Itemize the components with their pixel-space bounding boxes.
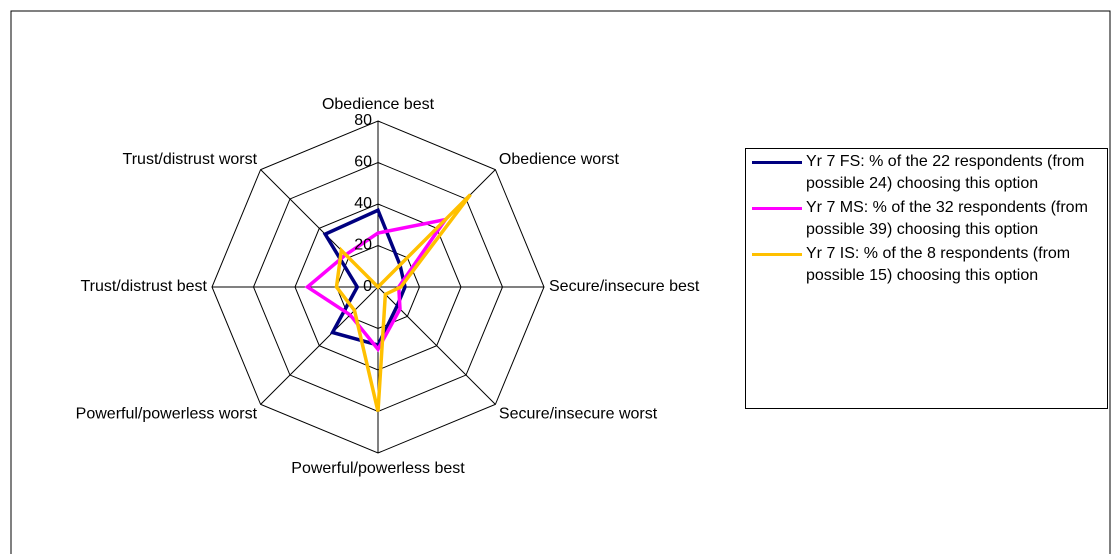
- frame: [10, 10, 1111, 554]
- axis-label: Trust/distrust worst: [123, 151, 258, 168]
- r-tick-label: 20: [354, 237, 372, 254]
- axis-label: Trust/distrust best: [80, 278, 207, 295]
- axis-label: Powerful/powerless worst: [76, 405, 258, 422]
- legend-text: Yr 7 FS: % of the 22 respondents (from p…: [806, 153, 1085, 192]
- legend: Yr 7 FS: % of the 22 respondents (from p…: [745, 148, 1108, 409]
- legend-swatch: [752, 253, 802, 256]
- series-line: [304, 216, 450, 353]
- legend-swatch: [752, 207, 802, 210]
- axis-label: Secure/insecure worst: [499, 405, 658, 422]
- legend-entry: Yr 7 MS: % of the 32 respondents (from p…: [746, 197, 1107, 241]
- spoke: [260, 286, 379, 405]
- legend-swatch: [752, 161, 802, 164]
- series-line: [322, 207, 407, 348]
- legend-entry: Yr 7 IS: % of the 8 respondents (from po…: [746, 243, 1107, 287]
- grid: [211, 120, 545, 454]
- axis-label: Powerful/powerless best: [291, 460, 465, 477]
- legend-text: Yr 7 MS: % of the 32 respondents (from p…: [806, 199, 1088, 238]
- legend-entry: Yr 7 FS: % of the 22 respondents (from p…: [746, 151, 1107, 195]
- r-tick-label: 60: [354, 154, 372, 171]
- r-tick-label: 0: [363, 278, 372, 295]
- legend-text: Yr 7 IS: % of the 8 respondents (from po…: [806, 245, 1071, 284]
- r-tick-label: 40: [354, 195, 372, 212]
- axis-label: Secure/insecure best: [549, 278, 700, 295]
- axis-label: Obedience best: [322, 96, 435, 113]
- series-line: [334, 193, 472, 412]
- series-layer: [304, 193, 472, 412]
- r-tick-label: 80: [354, 112, 372, 129]
- axis-label: Obedience worst: [499, 151, 620, 168]
